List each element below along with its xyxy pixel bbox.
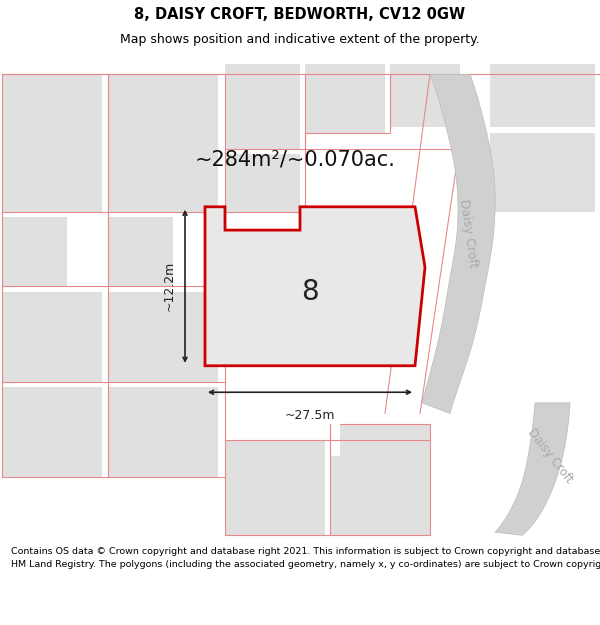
Bar xyxy=(490,132,595,212)
Bar xyxy=(108,292,218,382)
Bar xyxy=(2,387,102,477)
Text: 8: 8 xyxy=(301,278,319,306)
Bar xyxy=(108,74,218,212)
Polygon shape xyxy=(495,403,570,536)
Bar xyxy=(225,440,325,536)
Bar xyxy=(2,217,67,286)
Bar xyxy=(340,424,430,477)
Polygon shape xyxy=(205,207,425,366)
Bar xyxy=(330,456,430,536)
Text: Daisy Croft: Daisy Croft xyxy=(525,426,575,486)
Text: ~27.5m: ~27.5m xyxy=(285,409,335,422)
Text: ~12.2m: ~12.2m xyxy=(163,261,176,311)
Text: Map shows position and indicative extent of the property.: Map shows position and indicative extent… xyxy=(120,33,480,46)
Text: 8, DAISY CROFT, BEDWORTH, CV12 0GW: 8, DAISY CROFT, BEDWORTH, CV12 0GW xyxy=(134,8,466,22)
Bar xyxy=(108,387,218,477)
Text: Daisy Croft: Daisy Croft xyxy=(457,198,479,268)
Bar xyxy=(305,64,385,132)
Bar xyxy=(225,64,300,149)
Bar xyxy=(225,154,300,212)
Text: ~284m²/~0.070ac.: ~284m²/~0.070ac. xyxy=(194,149,395,169)
Bar xyxy=(108,217,173,286)
Bar xyxy=(2,292,102,382)
Text: Contains OS data © Crown copyright and database right 2021. This information is : Contains OS data © Crown copyright and d… xyxy=(11,548,600,569)
Bar xyxy=(490,64,595,127)
Polygon shape xyxy=(422,74,495,414)
Bar xyxy=(390,64,460,127)
Bar xyxy=(2,74,102,212)
